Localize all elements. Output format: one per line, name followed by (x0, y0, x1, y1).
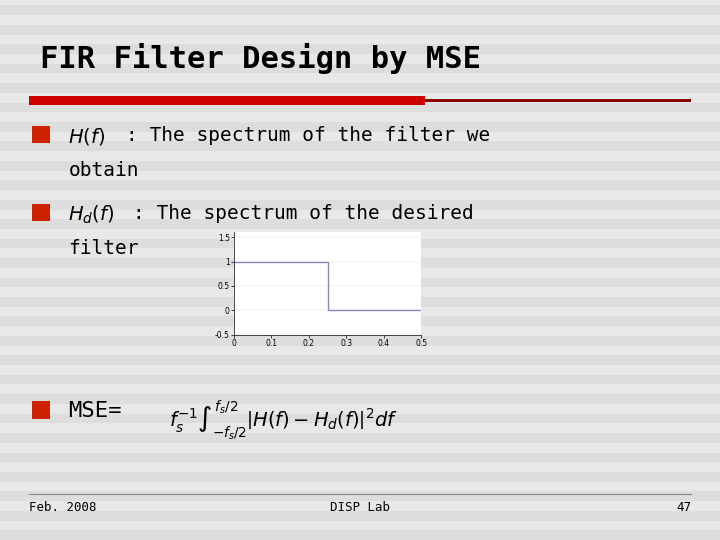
FancyBboxPatch shape (32, 401, 50, 418)
Text: : The spectrum of the filter we: : The spectrum of the filter we (126, 126, 490, 145)
FancyBboxPatch shape (0, 491, 720, 501)
FancyBboxPatch shape (0, 453, 720, 462)
FancyBboxPatch shape (0, 161, 720, 171)
FancyBboxPatch shape (0, 219, 720, 229)
FancyBboxPatch shape (0, 472, 720, 482)
Text: : The spectrum of the desired: : The spectrum of the desired (133, 204, 474, 223)
Text: DISP Lab: DISP Lab (330, 501, 390, 514)
FancyBboxPatch shape (0, 433, 720, 443)
FancyBboxPatch shape (0, 375, 720, 384)
FancyBboxPatch shape (0, 414, 720, 423)
Text: $f_s^{-1}\int_{-f_s/2}^{f_s/2}\left|H(f)-H_d(f)\right|^2 df$: $f_s^{-1}\int_{-f_s/2}^{f_s/2}\left|H(f)… (169, 399, 398, 442)
FancyBboxPatch shape (0, 258, 720, 268)
FancyBboxPatch shape (0, 64, 720, 73)
FancyBboxPatch shape (0, 103, 720, 112)
FancyBboxPatch shape (32, 126, 50, 143)
FancyBboxPatch shape (0, 278, 720, 287)
Text: filter: filter (68, 239, 139, 258)
FancyBboxPatch shape (0, 530, 720, 540)
Text: obtain: obtain (68, 161, 139, 180)
FancyBboxPatch shape (425, 99, 691, 102)
FancyBboxPatch shape (0, 511, 720, 521)
FancyBboxPatch shape (0, 336, 720, 346)
FancyBboxPatch shape (0, 180, 720, 190)
FancyBboxPatch shape (0, 83, 720, 93)
FancyBboxPatch shape (0, 394, 720, 404)
Text: FIR Filter Design by MSE: FIR Filter Design by MSE (40, 43, 481, 74)
FancyBboxPatch shape (29, 96, 425, 105)
FancyBboxPatch shape (0, 44, 720, 54)
FancyBboxPatch shape (0, 355, 720, 365)
FancyBboxPatch shape (0, 5, 720, 15)
Text: Feb. 2008: Feb. 2008 (29, 501, 96, 514)
Text: MSE=: MSE= (68, 401, 122, 421)
FancyBboxPatch shape (0, 297, 720, 307)
FancyBboxPatch shape (0, 200, 720, 210)
FancyBboxPatch shape (0, 25, 720, 35)
Text: $H(f)$: $H(f)$ (68, 126, 106, 147)
FancyBboxPatch shape (0, 239, 720, 248)
Text: $H_d(f)$: $H_d(f)$ (68, 204, 114, 226)
FancyBboxPatch shape (32, 204, 50, 221)
FancyBboxPatch shape (0, 141, 720, 151)
FancyBboxPatch shape (0, 316, 720, 326)
Text: 47: 47 (676, 501, 691, 514)
FancyBboxPatch shape (0, 122, 720, 132)
